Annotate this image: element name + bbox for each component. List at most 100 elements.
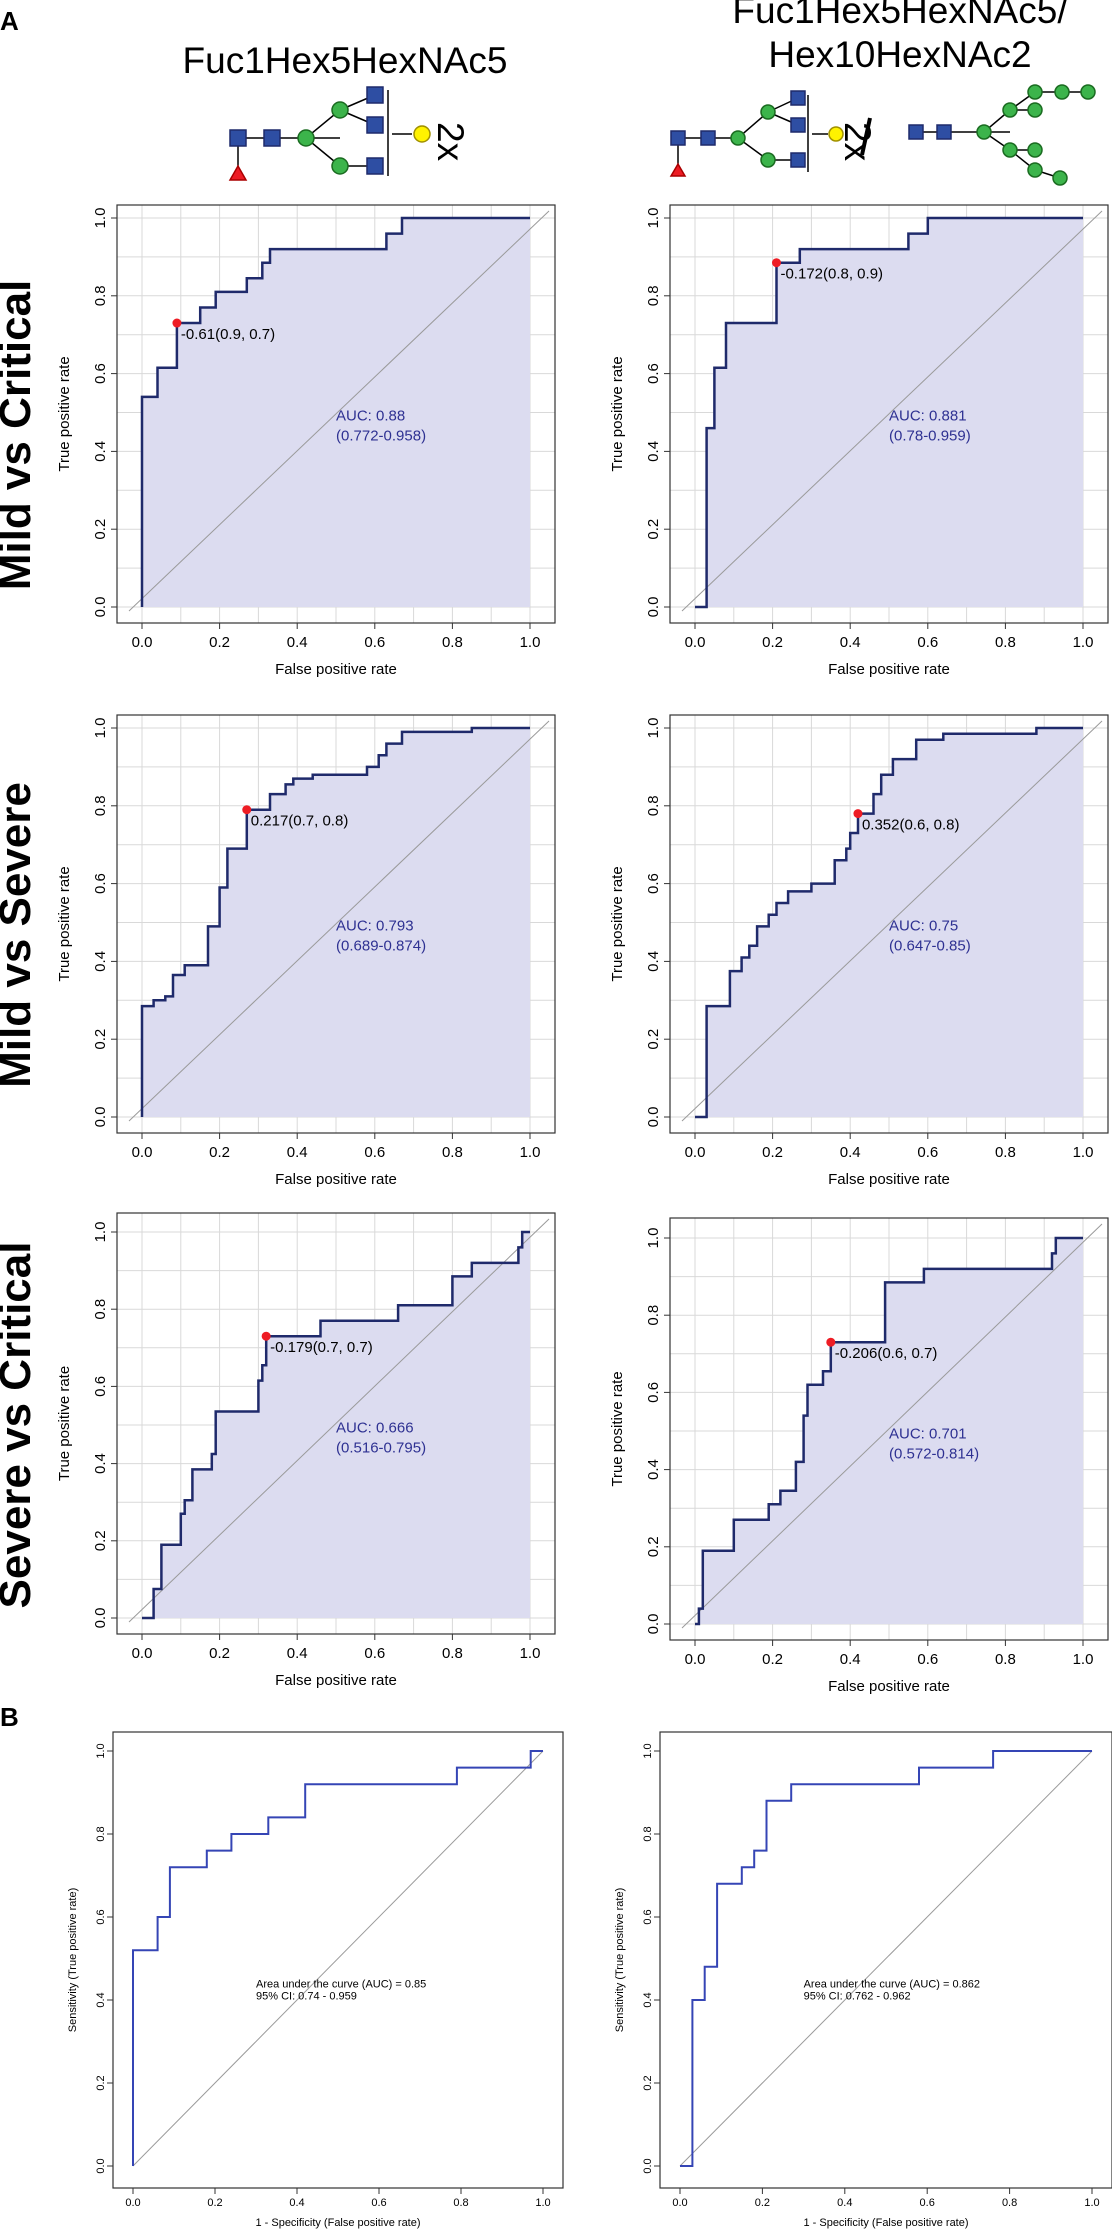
x-tick-label: 0.6	[364, 1645, 385, 1662]
x-tick-label: 1.0	[520, 634, 541, 651]
cutoff-point	[826, 1337, 836, 1347]
auc-ci-label: (0.772-0.958)	[336, 427, 426, 444]
auc-label: AUC: 0.881	[889, 407, 967, 424]
x-tick-label: 0.4	[840, 634, 861, 651]
plot-frame	[116, 714, 556, 1134]
y-tick-label: 0.2	[92, 1530, 109, 1551]
plot-frame	[659, 1731, 1112, 2189]
auc-label: AUC: 0.701	[889, 1426, 967, 1443]
man-circle	[1054, 84, 1070, 100]
column-title-right-line1: Fuc1Hex5HexNAc5/	[732, 0, 1068, 31]
x-tick-label: 0.2	[762, 634, 783, 651]
x-axis-label: False positive rate	[828, 1171, 950, 1188]
plot-frame	[116, 204, 556, 624]
glcnac-square	[936, 124, 952, 140]
y-tick-label: 0.6	[642, 1909, 654, 1924]
plot-frame	[669, 714, 1109, 1134]
y-tick-label: 1.0	[645, 208, 662, 229]
auc-label: Area under the curve (AUC) = 0.85	[256, 1979, 426, 1991]
man-circle	[1027, 102, 1043, 118]
fuc-triangle	[228, 164, 248, 181]
x-tick-label: 1.0	[1073, 634, 1094, 651]
y-tick-label: 0.8	[92, 795, 109, 816]
glcnac-square	[366, 116, 384, 134]
y-tick-label: 0.0	[95, 2158, 107, 2173]
fuc-triangle	[669, 162, 687, 177]
roc-curve	[695, 216, 1083, 609]
x-tick-label: 0.4	[840, 1651, 861, 1668]
cutoff-point	[261, 1331, 271, 1341]
glcnac-square	[700, 130, 716, 146]
y-tick-label: 1.0	[95, 1743, 107, 1758]
roc-curve	[140, 216, 530, 607]
x-axis-label: False positive rate	[275, 1171, 397, 1188]
y-tick-label: 0.8	[642, 1826, 654, 1841]
x-axis-label: False positive rate	[828, 661, 950, 678]
y-tick-label: 0.0	[92, 1608, 109, 1629]
y-tick-label: 0.2	[92, 519, 109, 540]
roc-chart-7: 0.0 0.0 0.2 0.2 0.4 0.4 0.6 0.6 0.8 0.8 1.0 1.0 1 - …	[67, 1731, 564, 2229]
column-title-right-line2: Hex10HexNAc2	[768, 34, 1031, 75]
roc-area	[142, 728, 530, 1117]
y-tick-label: 0.2	[642, 2075, 654, 2090]
glcnac-square	[908, 124, 924, 140]
y-tick-label: 1.0	[645, 1228, 662, 1249]
cutoff-label: -0.172(0.8, 0.9)	[780, 266, 883, 283]
roc-curve	[680, 1750, 1092, 2167]
panel-letter-a: A	[0, 6, 19, 36]
glcnac-square	[366, 86, 384, 104]
roc-curve	[140, 726, 530, 1117]
y-tick-label: 0.4	[95, 1992, 107, 2007]
plot-frame	[669, 204, 1109, 624]
roc-chart-5: 0.0 0.0 0.2 0.2 0.4 0.4 0.6 0.6 0.8 0.8 1.0 1.0 Fals…	[56, 1212, 556, 1689]
glcnac-square	[670, 130, 686, 146]
y-tick-label: 0.6	[645, 873, 662, 894]
y-tick-label: 0.6	[92, 363, 109, 384]
cutoff-label: -0.179(0.7, 0.7)	[270, 1339, 373, 1356]
y-tick-label: 0.6	[645, 363, 662, 384]
x-axis-label: 1 - Specificity (False positive rate)	[255, 2217, 420, 2229]
roc-area	[142, 1232, 530, 1618]
auc-ci-label: (0.516-0.795)	[336, 1440, 426, 1457]
y-tick-label: 0.8	[92, 1299, 109, 1320]
roc-area	[695, 1238, 1083, 1624]
y-tick-label: 1.0	[92, 208, 109, 229]
cutoff-point	[853, 809, 863, 819]
roc-area	[142, 218, 530, 607]
y-tick-label: 1.0	[92, 718, 109, 739]
x-tick-label: 1.0	[535, 2197, 550, 2209]
y-tick-label: 0.8	[95, 1826, 107, 1841]
y-tick-label: 0.2	[92, 1029, 109, 1050]
auc-label: AUC: 0.666	[336, 1420, 414, 1437]
y-tick-label: 0.0	[645, 597, 662, 618]
auc-ci-label: (0.572-0.814)	[889, 1446, 979, 1463]
man-circle	[730, 130, 746, 146]
y-tick-label: 0.6	[92, 1376, 109, 1397]
cutoff-point	[771, 258, 781, 268]
x-tick-label: 0.4	[287, 1645, 308, 1662]
x-tick-label: 0.0	[132, 1144, 153, 1161]
roc-curve	[695, 1236, 1083, 1626]
x-tick-label: 0.0	[685, 1144, 706, 1161]
y-tick-label: 0.6	[95, 1909, 107, 1924]
diagonal-reference-line	[679, 1750, 1093, 2167]
man-circle	[760, 104, 776, 120]
y-tick-label: 0.4	[645, 1459, 662, 1480]
cutoff-label: -0.206(0.6, 0.7)	[835, 1345, 938, 1362]
y-tick-label: 0.4	[92, 1453, 109, 1474]
x-tick-label: 0.0	[125, 2197, 140, 2209]
x-axis-label: False positive rate	[828, 1678, 950, 1695]
glcnac-square	[366, 157, 384, 175]
x-tick-label: 0.2	[209, 1144, 230, 1161]
x-axis-label: False positive rate	[275, 661, 397, 678]
y-tick-label: 1.0	[645, 718, 662, 739]
glcnac-square	[263, 129, 281, 147]
roc-chart-1: 0.0 0.0 0.2 0.2 0.4 0.4 0.6 0.6 0.8 0.8 1.0 1.0 Fals…	[56, 204, 556, 678]
x-tick-label: 0.8	[995, 634, 1016, 651]
glycan-structure-right	[669, 84, 1096, 186]
y-tick-label: 0.2	[645, 1029, 662, 1050]
x-tick-label: 0.4	[840, 1144, 861, 1161]
man-circle	[1002, 142, 1018, 158]
x-tick-label: 0.0	[685, 634, 706, 651]
